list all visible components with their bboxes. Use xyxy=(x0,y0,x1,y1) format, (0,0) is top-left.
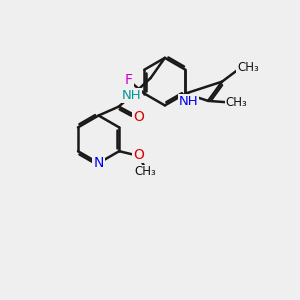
Text: CH₃: CH₃ xyxy=(134,166,156,178)
Text: F: F xyxy=(125,74,133,88)
Text: CH₃: CH₃ xyxy=(226,96,247,109)
Text: N: N xyxy=(93,156,104,170)
Text: CH₃: CH₃ xyxy=(237,61,259,74)
Text: NH: NH xyxy=(178,95,198,108)
Text: O: O xyxy=(134,148,144,162)
Text: NH: NH xyxy=(122,89,141,102)
Text: O: O xyxy=(134,110,144,124)
